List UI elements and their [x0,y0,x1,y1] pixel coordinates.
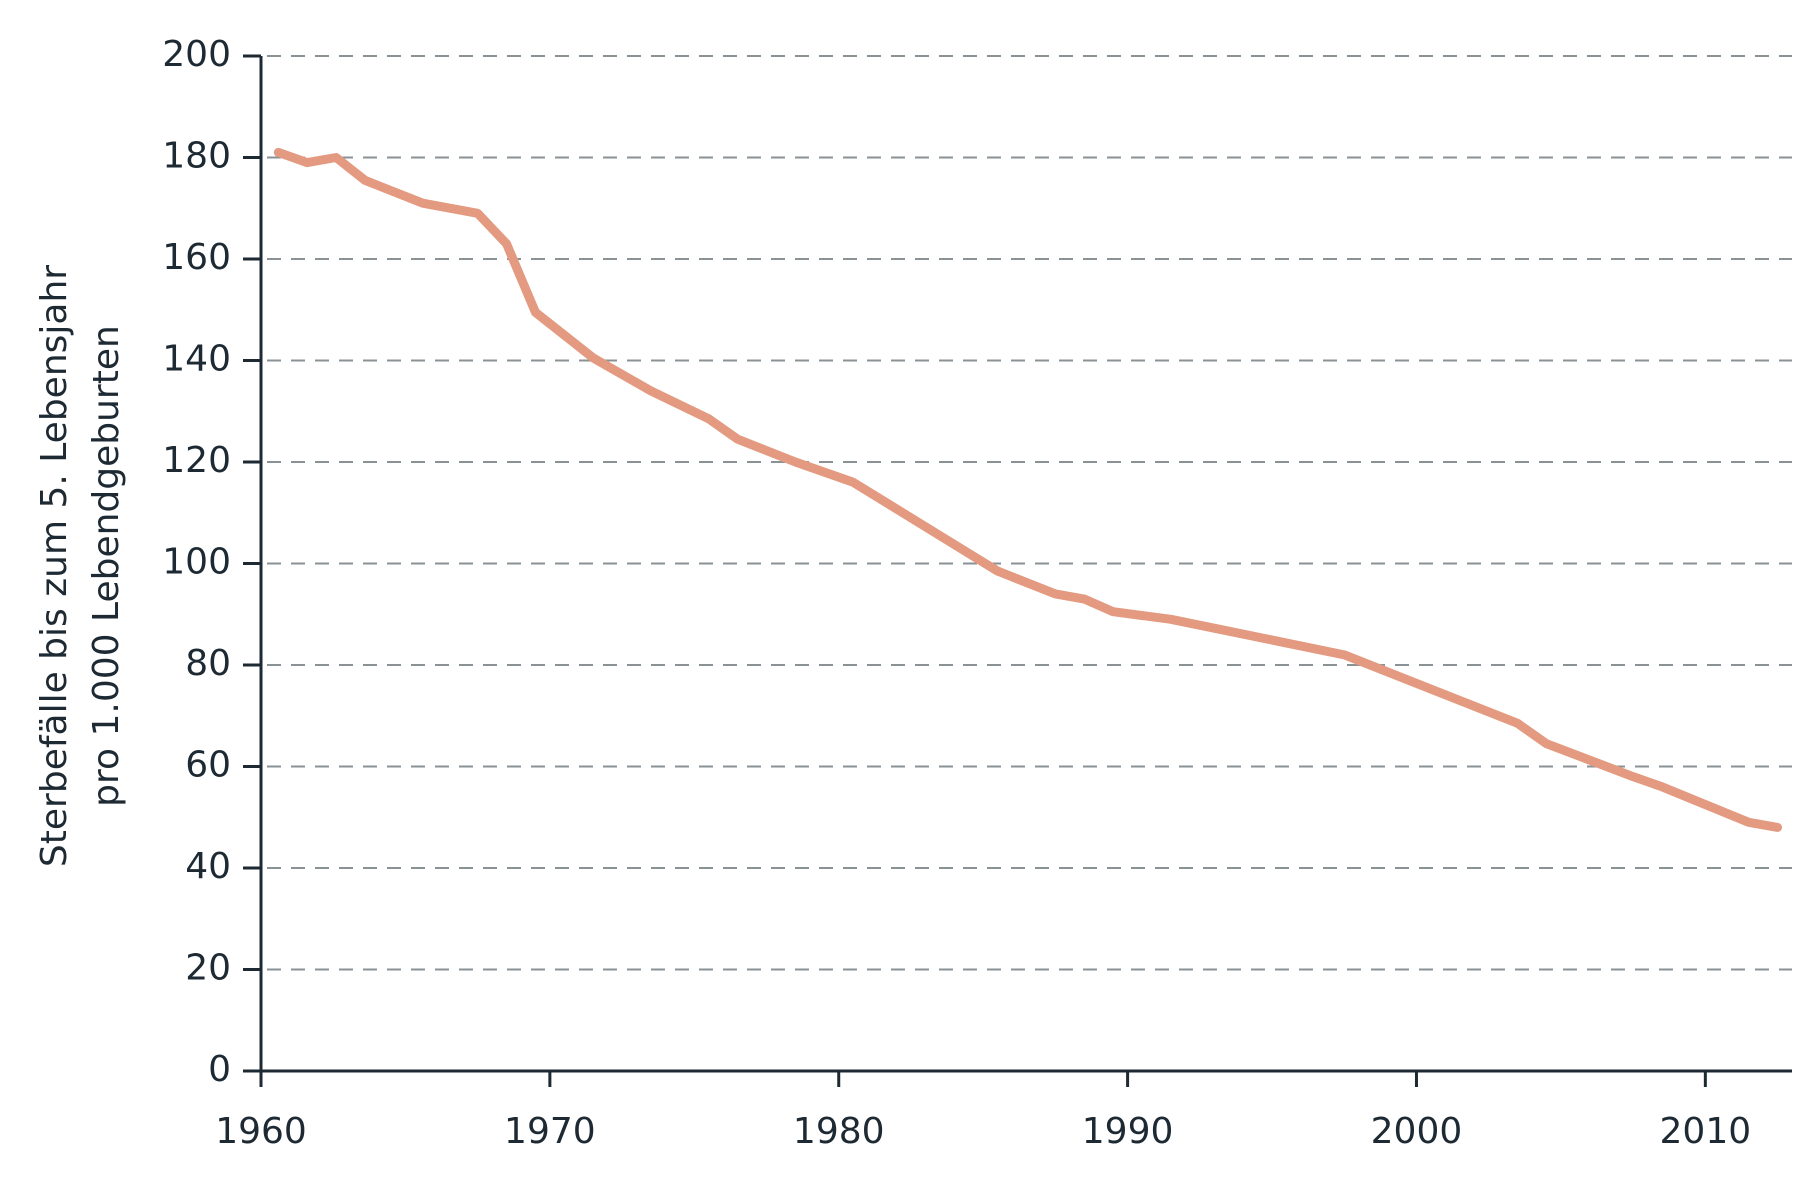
x-tick-label: 1980 [793,1111,885,1152]
x-tick-label: 1970 [504,1111,596,1152]
y-tick-label: 160 [162,237,231,278]
data-line [273,147,1783,832]
y-tick-label: 180 [162,136,231,177]
y-tick-label: 40 [185,846,231,887]
y-axis-label: pro 1.000 Lebendgeburten [86,325,127,807]
x-tick-label: 2010 [1660,1111,1752,1152]
y-tick-label: 60 [185,745,231,786]
y-tick-label: 100 [162,542,231,583]
y-tick-label: 140 [162,339,231,380]
y-tick-label: 120 [162,440,231,481]
y-tick-label: 20 [185,948,231,989]
y-axis-label: Sterbefälle bis zum 5. Lebensjahr [34,265,75,867]
x-tick-label: 1990 [1082,1111,1174,1152]
y-tick-label: 0 [208,1049,231,1090]
y-tick-label: 80 [185,643,231,684]
x-tick-label: 2000 [1371,1111,1463,1152]
y-tick-label: 200 [162,34,231,75]
x-tick-label: 1960 [215,1111,307,1152]
